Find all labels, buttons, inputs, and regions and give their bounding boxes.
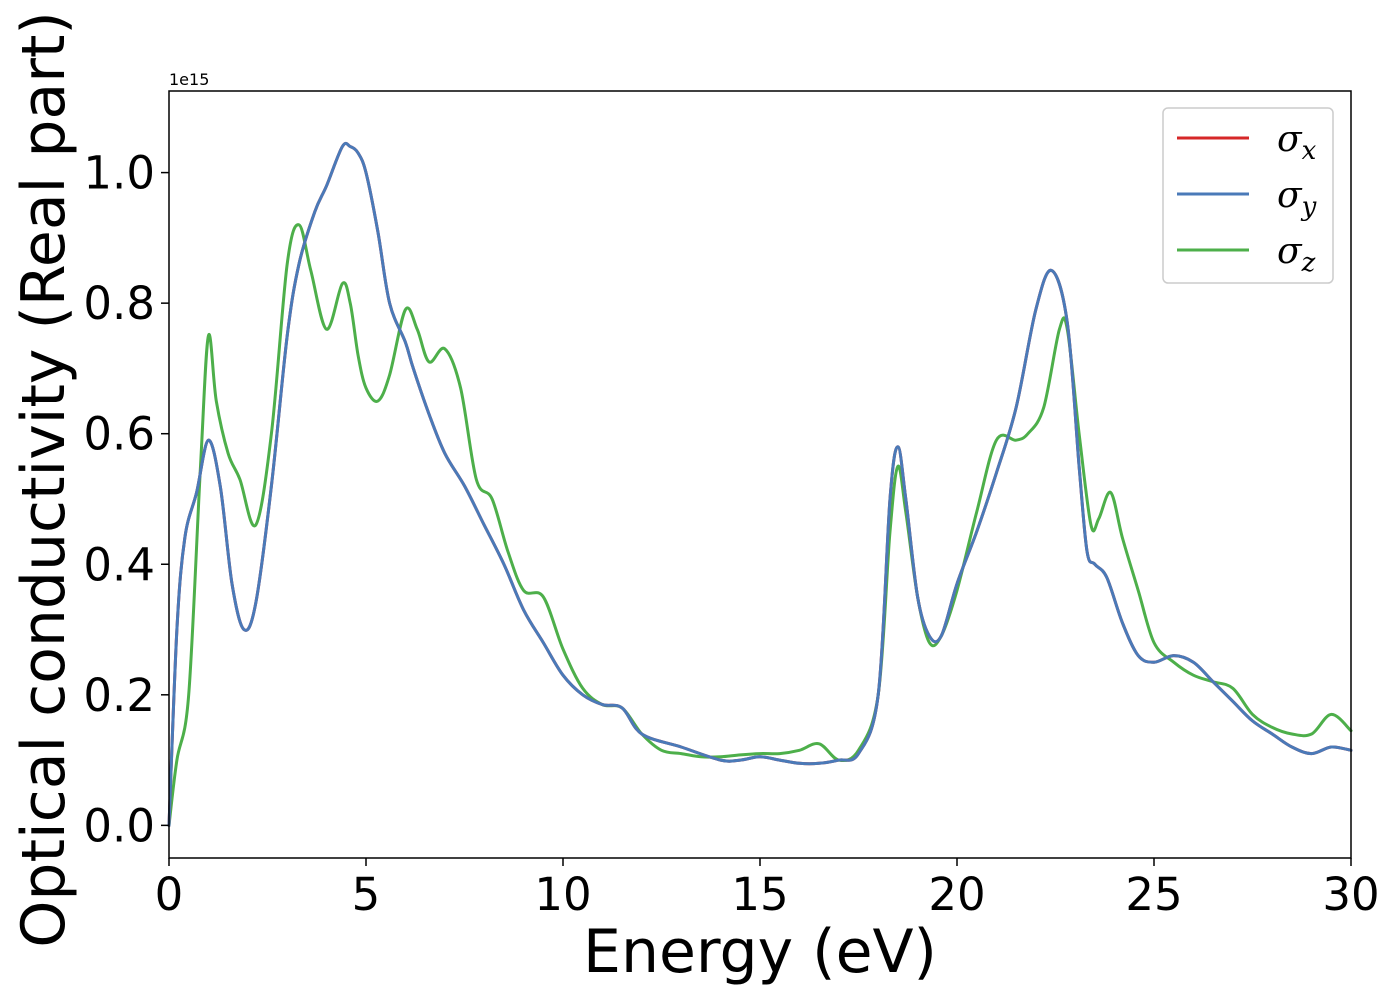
y-tick-label: 0.6 xyxy=(83,408,155,461)
x-tick-label: 20 xyxy=(928,868,985,921)
series-layer xyxy=(167,141,1353,827)
y-tick-label: 0.0 xyxy=(83,799,155,852)
y-tick-label: 0.4 xyxy=(83,538,155,591)
series-line-z xyxy=(167,223,1353,827)
x-tick-label: 5 xyxy=(352,868,381,921)
x-tick-label: 30 xyxy=(1322,868,1379,921)
legend-label-x: σx xyxy=(1277,119,1317,166)
x-tick-label: 0 xyxy=(155,868,184,921)
x-axis: 0 5 10 15 20 25 30 xyxy=(155,858,1380,921)
legend: σx σy σz xyxy=(1162,107,1334,284)
y-axis-label: Optical conductivity (Real part) xyxy=(9,11,79,948)
series-line-y xyxy=(167,141,1353,827)
y-tick-label: 0.8 xyxy=(83,277,155,330)
x-tick-label: 25 xyxy=(1125,868,1182,921)
x-tick-label: 10 xyxy=(534,868,591,921)
y-tick-label: 1.0 xyxy=(83,147,155,200)
x-axis-label: Energy (eV) xyxy=(583,917,937,987)
x-tick-label: 15 xyxy=(731,868,788,921)
legend-label-z: σz xyxy=(1277,231,1316,278)
y-axis: 0.0 0.2 0.4 0.6 0.8 1.0 xyxy=(83,147,169,852)
legend-label-y: σy xyxy=(1277,175,1317,222)
y-offset-text: 1e15 xyxy=(169,70,209,89)
y-tick-label: 0.2 xyxy=(83,669,155,722)
